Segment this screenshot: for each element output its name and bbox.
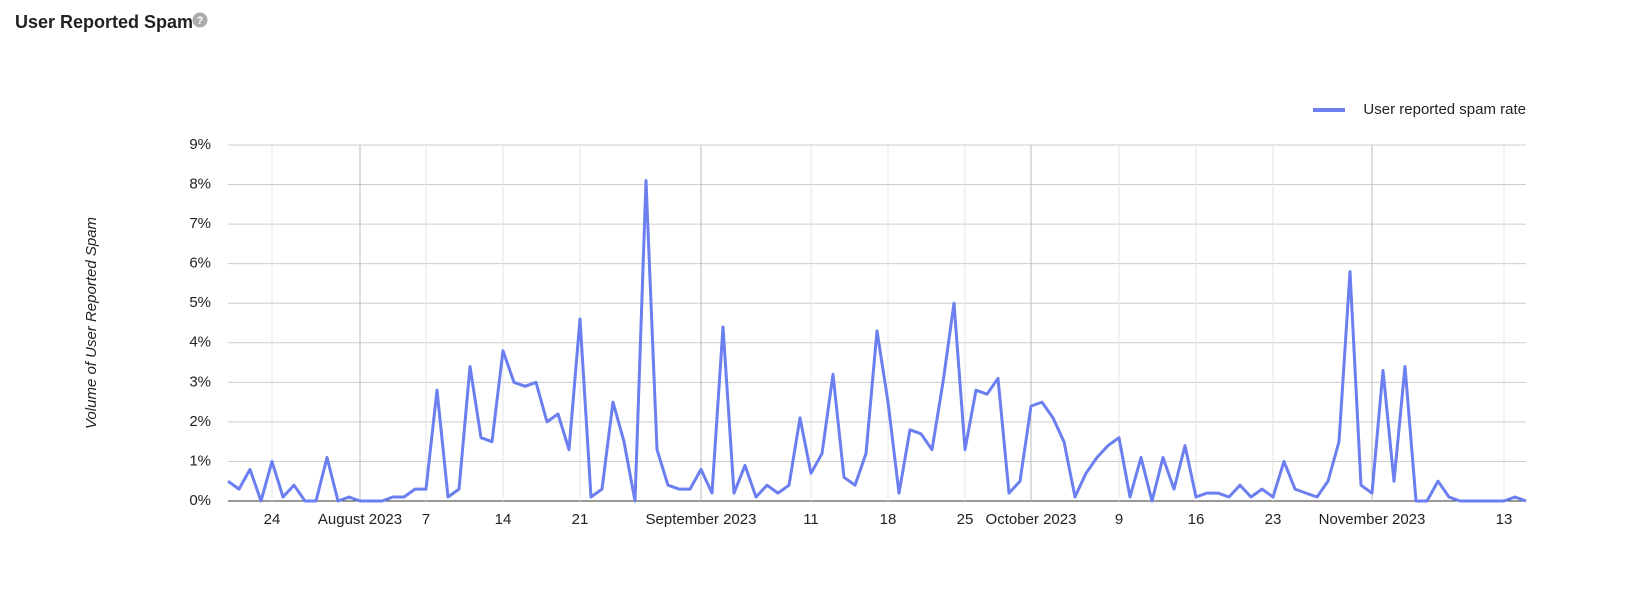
y-tick-label: 8% xyxy=(189,176,211,193)
x-tick-label: 11 xyxy=(803,511,819,528)
y-tick-label: 9% xyxy=(189,136,211,153)
legend-label: User reported spam rate xyxy=(1363,101,1526,118)
x-tick-label: August 2023 xyxy=(318,511,402,528)
svg-text:?: ? xyxy=(197,15,204,27)
y-tick-label: 4% xyxy=(189,334,211,351)
x-tick-label: 7 xyxy=(422,511,430,528)
y-tick-label: 0% xyxy=(189,492,211,509)
help-icon[interactable]: ? xyxy=(192,12,208,28)
y-tick-label: 1% xyxy=(189,452,211,469)
series-line xyxy=(227,179,1527,503)
x-tick-label: 16 xyxy=(1188,511,1205,528)
x-tick-label: October 2023 xyxy=(986,511,1077,528)
x-tick-label: 13 xyxy=(1496,511,1513,528)
x-tick-label: 14 xyxy=(495,511,512,528)
y-tick-label: 3% xyxy=(189,373,211,390)
x-tick-label: 25 xyxy=(957,511,974,528)
y-axis-label: Volume of User Reported Spam xyxy=(83,217,100,429)
x-tick-label: September 2023 xyxy=(646,511,757,528)
page-title: User Reported Spam xyxy=(15,12,193,32)
y-tick-label: 7% xyxy=(189,215,211,232)
x-tick-label: 23 xyxy=(1265,511,1282,528)
x-tick-label: 21 xyxy=(572,511,589,528)
x-tick-label: 18 xyxy=(880,511,897,528)
y-tick-label: 5% xyxy=(189,294,211,311)
x-tick-label: 9 xyxy=(1115,511,1123,528)
y-tick-label: 2% xyxy=(189,413,211,430)
x-tick-label: 24 xyxy=(264,511,281,528)
y-tick-label: 6% xyxy=(189,255,211,272)
x-tick-label: November 2023 xyxy=(1319,511,1426,528)
